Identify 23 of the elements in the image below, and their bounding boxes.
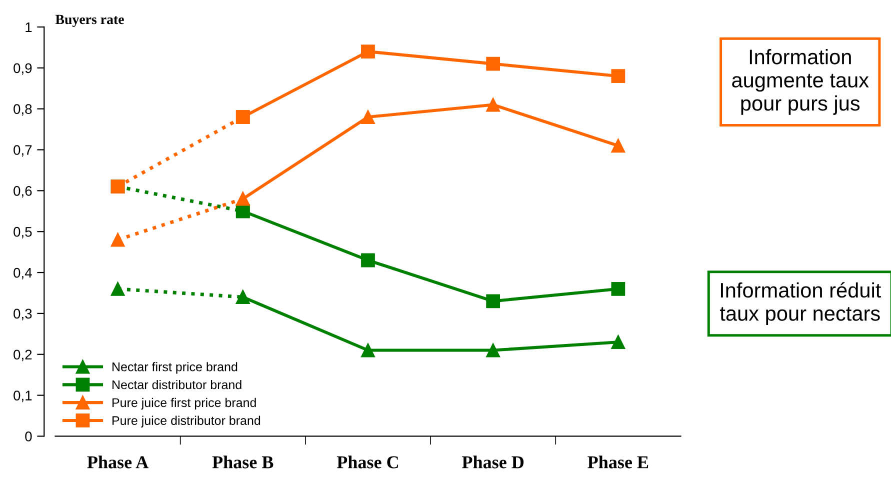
x-tick-label: Phase D <box>462 456 524 468</box>
x-tick-label: Phase E <box>588 456 648 468</box>
y-tick-label: 0,4 <box>14 268 32 280</box>
x-tick-label: Phase C <box>336 456 398 468</box>
y-tick-label: 0,5 <box>14 226 32 238</box>
x-tick-label: Phase A <box>87 456 149 468</box>
legend-label: Nectar distributor brand <box>112 380 242 390</box>
y-tick-label: 0,3 <box>14 308 32 320</box>
x-tick-label: Phase B <box>212 456 274 468</box>
y-tick-label: 1 <box>26 22 32 32</box>
y-tick-label: 0,7 <box>14 145 32 157</box>
legend-label: Pure juice distributor brand <box>112 416 260 428</box>
legend-label: Nectar first price brand <box>112 362 238 374</box>
text: Information réduit taux pour nectars <box>720 282 882 325</box>
legend-label: Pure juice first price brand <box>112 398 256 410</box>
y-tick-label: 0,9 <box>14 63 32 75</box>
y-tick-label: 0,1 <box>14 390 32 402</box>
y-tick-label: 0,2 <box>14 350 32 362</box>
y-tick-label: 0 <box>25 432 32 442</box>
y-tick-label: 0,8 <box>14 104 32 116</box>
text: Information augmente taux pour purs jus <box>732 49 869 115</box>
y-tick-label: 0,6 <box>14 186 32 198</box>
y-axis-title: Buyers rate <box>55 14 124 27</box>
